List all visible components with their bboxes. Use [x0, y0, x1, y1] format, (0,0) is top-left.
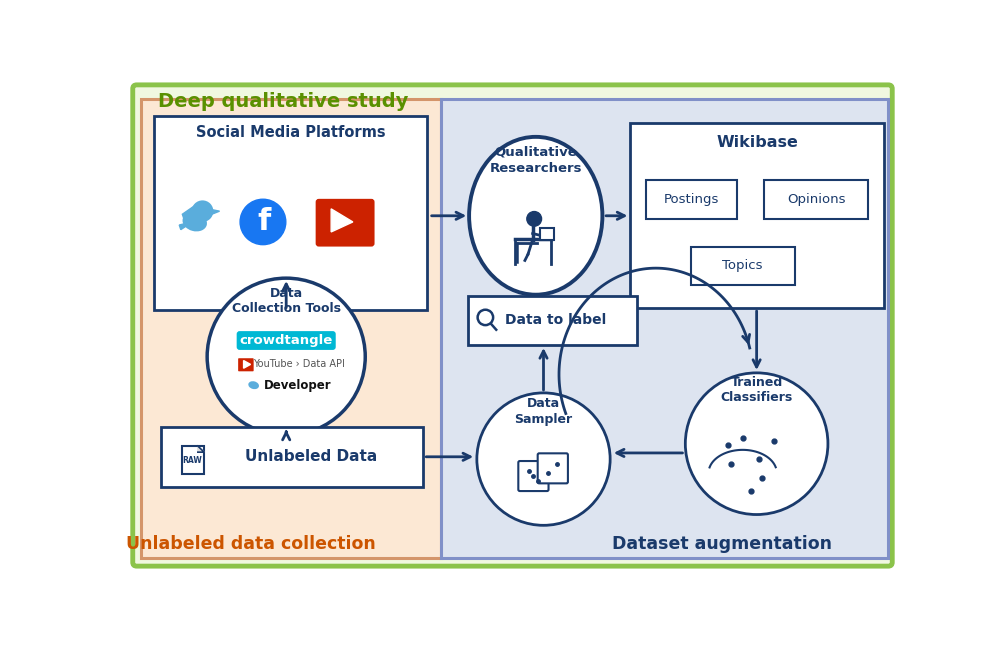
- Polygon shape: [331, 209, 353, 232]
- Text: RAW: RAW: [183, 456, 202, 465]
- Text: Dataset augmentation: Dataset augmentation: [612, 535, 832, 553]
- FancyBboxPatch shape: [691, 247, 795, 285]
- FancyBboxPatch shape: [468, 296, 637, 345]
- Text: Unlabeled data collection: Unlabeled data collection: [126, 535, 375, 553]
- FancyBboxPatch shape: [161, 427, 423, 487]
- Text: Topics: Topics: [722, 259, 763, 272]
- Circle shape: [207, 278, 365, 435]
- Polygon shape: [244, 361, 251, 368]
- Text: Opinions: Opinions: [787, 193, 846, 206]
- Text: Developer: Developer: [264, 379, 332, 392]
- FancyBboxPatch shape: [238, 358, 254, 371]
- FancyBboxPatch shape: [441, 99, 888, 558]
- Text: Data
Sampler: Data Sampler: [514, 397, 573, 426]
- Ellipse shape: [469, 137, 602, 295]
- Text: Unlabeled Data: Unlabeled Data: [245, 449, 377, 464]
- Text: crowdtangle: crowdtangle: [240, 334, 333, 347]
- FancyBboxPatch shape: [540, 228, 554, 239]
- Text: Social Media Platforms: Social Media Platforms: [196, 125, 386, 140]
- FancyBboxPatch shape: [316, 199, 375, 247]
- FancyBboxPatch shape: [764, 180, 868, 219]
- Text: Data to label: Data to label: [505, 314, 607, 327]
- Ellipse shape: [248, 381, 259, 389]
- Circle shape: [192, 200, 213, 222]
- Text: Wikibase: Wikibase: [716, 135, 798, 150]
- FancyBboxPatch shape: [182, 446, 204, 474]
- Polygon shape: [212, 210, 220, 215]
- Polygon shape: [198, 446, 204, 452]
- FancyBboxPatch shape: [133, 85, 892, 566]
- Ellipse shape: [183, 213, 207, 232]
- Text: YouTube › Data API: YouTube › Data API: [253, 359, 345, 369]
- Circle shape: [240, 199, 286, 245]
- Polygon shape: [179, 222, 192, 230]
- Text: f: f: [258, 207, 271, 236]
- FancyBboxPatch shape: [518, 461, 549, 491]
- FancyBboxPatch shape: [646, 180, 737, 219]
- Circle shape: [685, 373, 828, 514]
- Circle shape: [527, 211, 542, 226]
- Polygon shape: [182, 203, 209, 219]
- Text: Data
Collection Tools: Data Collection Tools: [232, 287, 341, 316]
- Circle shape: [477, 393, 610, 525]
- FancyBboxPatch shape: [538, 453, 568, 483]
- FancyBboxPatch shape: [630, 123, 884, 308]
- Text: Postings: Postings: [664, 193, 719, 206]
- FancyBboxPatch shape: [140, 99, 441, 558]
- FancyBboxPatch shape: [154, 117, 427, 310]
- Text: Qualitative
Researchers: Qualitative Researchers: [490, 146, 582, 175]
- Text: Trained
Classifiers: Trained Classifiers: [720, 375, 793, 404]
- Text: Deep qualitative study: Deep qualitative study: [158, 92, 408, 112]
